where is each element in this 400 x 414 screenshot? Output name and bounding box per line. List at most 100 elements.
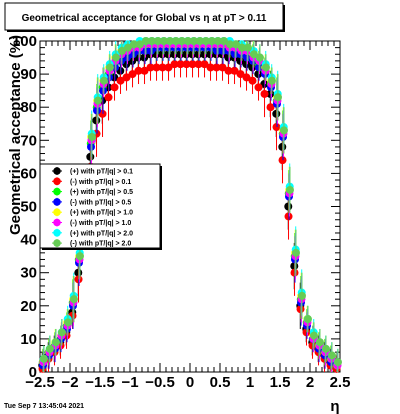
data-point [153,37,162,45]
legend-marker [53,218,61,227]
data-point [159,37,168,45]
legend-entry: (-) with pT/|q| > 1.0 [52,218,131,227]
data-point [218,63,227,72]
data-point [242,73,251,82]
legend-marker [53,177,61,186]
data-point [134,66,143,75]
legend-label: (+) with pT/|q| > 0.5 [70,189,133,196]
legend-marker [53,229,61,237]
data-point [266,103,275,112]
data-point [75,252,84,261]
title-box-frame [4,2,284,31]
x-tick-label: 0 [186,374,194,391]
data-point [111,53,120,62]
data-point [129,40,138,49]
data-point [135,40,144,49]
legend-label: (+) with pT/|q| > 2.0 [70,230,133,237]
y-tick-label: 10 [20,331,37,348]
data-point [231,40,240,49]
y-tick-label: 100 [12,33,37,50]
legend-marker [53,208,61,216]
y-tick-label: 70 [20,132,37,149]
legend-label: (+) with pT/|q| > 1.0 [70,210,133,217]
legend-marker [53,187,61,196]
data-point [141,37,150,45]
legend: (+) with pT/|q| > 0.1 (-) with pT/|q| > 0… [39,163,162,250]
data-point [201,37,210,45]
data-point [291,248,300,257]
legend-label: (+) with pT/|q| > 0.1 [70,169,133,176]
data-point [248,76,257,85]
data-point [212,63,221,72]
x-tick-label: −2 [61,374,78,391]
data-point [104,93,113,102]
legend-shadow-bottom [42,248,162,250]
y-axis-title: Geometrical acceptance (%) [7,35,24,235]
data-point [206,63,215,72]
data-point [63,318,72,327]
data-point [236,70,245,79]
y-tick-label: 60 [20,165,37,182]
timestamp: Tue Sep 7 13:45:04 2021 [4,403,84,410]
legend-label: (-) with pT/|q| > 0.1 [70,179,131,186]
title-box-shadow-bottom [7,30,285,32]
chart-title-box: Geometrical acceptance for Global vs η a… [4,2,285,32]
legend-label: (-) with pT/|q| > 2.0 [70,241,131,248]
x-tick-label: 1.5 [270,374,291,391]
data-point [225,40,234,49]
data-point [213,37,222,45]
x-tick-label: 2 [306,374,314,391]
x-axis-title: η [330,398,339,414]
data-point [158,63,167,72]
data-point [230,66,239,75]
data-point [69,295,78,304]
data-point [243,43,252,52]
data-point [164,63,173,72]
data-point [194,60,203,69]
data-point [152,63,161,72]
data-point [87,132,96,141]
data-point [105,63,114,72]
legend-marker [53,239,61,247]
y-tick-label: 30 [20,265,37,282]
legend-label: (-) with pT/|q| > 0.5 [70,199,131,206]
data-point [188,60,197,69]
data-point [147,37,156,45]
data-point [285,185,294,194]
y-tick-label: 0 [29,364,37,381]
data-point [116,76,125,85]
x-tick-label: 0.5 [210,374,231,391]
x-tick-label: −1 [121,374,138,391]
data-point [254,83,263,92]
data-point [249,50,258,59]
data-point [260,89,269,98]
data-point [117,46,126,55]
data-point [297,291,306,300]
legend-entry: (+) with pT/|q| > 0.1 [52,167,133,176]
data-point [189,37,198,45]
legend-entry: (+) with pT/|q| > 2.0 [52,228,133,237]
data-point [207,37,216,45]
data-point [224,66,233,75]
chart-title: Geometrical acceptance for Global vs η a… [22,13,267,24]
legend-marker [53,198,61,206]
data-point [128,70,137,79]
data-point [279,126,288,135]
y-tick-label: 90 [20,66,37,83]
data-point [140,66,149,75]
data-point [51,338,60,347]
data-point [309,331,318,340]
y-tick-label: 50 [20,199,37,216]
data-point [327,351,336,360]
data-point [170,60,179,69]
legend-entry: (+) with pT/|q| > 0.5 [52,187,133,196]
data-point [93,96,102,105]
data-point [177,37,186,45]
x-tick-label: −0.5 [145,374,175,391]
x-tick-label: −1.5 [85,374,115,391]
data-point [183,37,192,45]
data-point [146,63,155,72]
data-point [165,37,174,45]
